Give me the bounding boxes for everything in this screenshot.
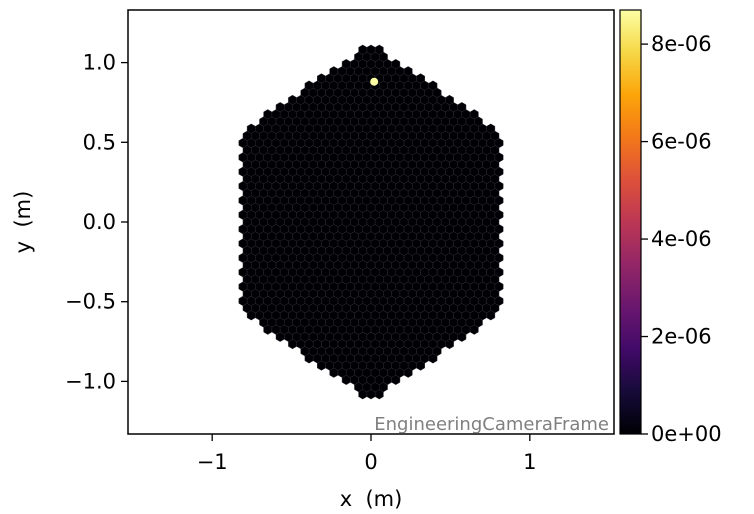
y-tick-label: −1.0 [65,369,116,393]
colorbar-tick-label: 8e-06 [651,32,712,56]
hot-pixel-layer [370,77,379,86]
camera-pixel [275,102,285,113]
colorbar-ticks: 0e+00 2e-06 4e-06 6e-06 8e-06 [641,32,722,446]
y-tick-label: 0.0 [83,210,116,234]
x-tick-label: 0 [364,450,377,474]
x-tick-label: 1 [523,450,536,474]
frame-annotation: EngineeringCameraFrame [374,414,609,435]
y-tick-label: 1.0 [83,51,116,75]
camera-pixel [374,44,384,55]
camera-pixel [416,73,425,84]
colorbar-tick-label: 2e-06 [651,325,712,349]
camera-pixel [246,123,256,134]
camera-pixel [263,109,273,120]
camera-pixel [288,94,297,106]
camera-pixel [457,102,467,113]
colorbar-tick-label: 6e-06 [651,130,712,154]
camera-pixel [341,59,351,70]
camera-pixel [329,66,339,77]
camera-pixel [428,80,438,91]
camera-pixel [403,66,413,77]
y-axis-ticks: −1.0 −0.5 0.0 0.5 1.0 [65,51,128,393]
colorbar [619,9,642,435]
y-tick-label: 0.5 [83,130,116,154]
y-axis-label: y (m) [11,191,35,254]
x-axis-label: x (m) [340,487,403,511]
x-tick-label: −1 [197,450,228,474]
camera-pixel-array [238,44,504,400]
colorbar-tick-label: 4e-06 [651,227,712,251]
x-axis-ticks: −1 0 1 [197,434,537,474]
camera-pixel [366,44,376,55]
camera-pixel [391,59,401,70]
y-tick-label: −0.5 [65,290,116,314]
camera-pixel [304,80,314,91]
camera-pixel [358,44,368,55]
camera-pixel [445,94,454,106]
hot-pixel [370,77,379,86]
colorbar-tick-label: 0e+00 [651,422,722,446]
camera-pixel [317,73,326,84]
camera-pixel [486,123,496,134]
camera-pixel [469,109,479,120]
